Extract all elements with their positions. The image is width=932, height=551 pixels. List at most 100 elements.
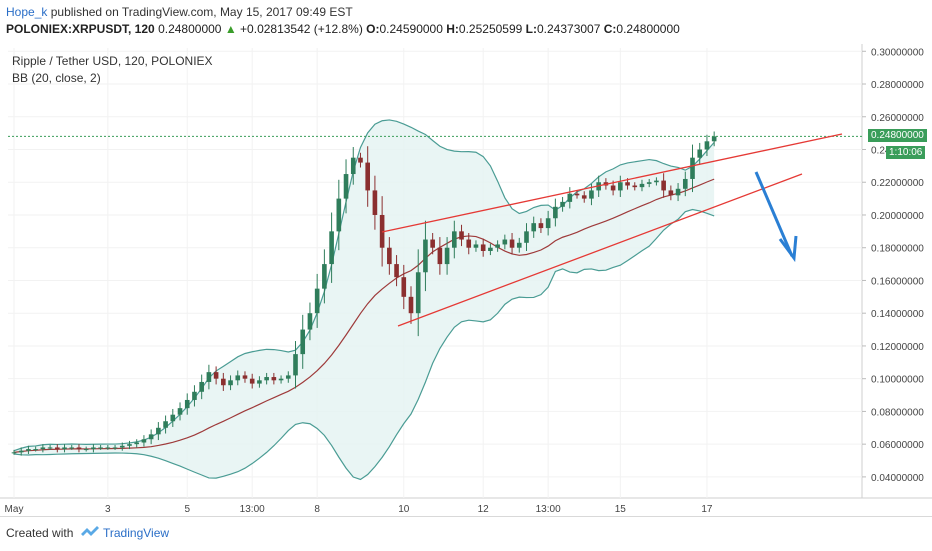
low-label: L: xyxy=(525,22,537,36)
y-tick-label: 0.30000000 xyxy=(871,47,924,58)
trendline-lower xyxy=(397,173,803,327)
candle-body xyxy=(697,149,703,158)
candle-body xyxy=(134,442,140,445)
candle-body xyxy=(560,201,565,207)
x-tick-label: 10 xyxy=(398,504,410,515)
candle-body xyxy=(711,136,717,142)
candle-body xyxy=(148,434,154,440)
x-tick-label: 12 xyxy=(478,504,490,515)
price-chart[interactable]: 0.300000000.280000000.260000000.24000000… xyxy=(0,44,932,516)
candle-body xyxy=(199,381,204,392)
close-label: C: xyxy=(603,22,617,36)
candle-body xyxy=(372,190,378,215)
candle-body xyxy=(509,239,515,248)
candle-body xyxy=(242,375,248,379)
chart-title: Ripple / Tether USD, 120, POLONIEX xyxy=(12,54,213,68)
candle-body xyxy=(163,421,168,428)
candle-body xyxy=(105,447,111,449)
open-label: O: xyxy=(366,22,380,36)
candle-body xyxy=(278,378,284,381)
candle-body xyxy=(437,247,443,265)
candle-body xyxy=(682,178,688,189)
candle-body xyxy=(567,193,573,202)
candle-body xyxy=(228,380,233,386)
candle-body xyxy=(495,244,500,248)
candle-body xyxy=(480,244,486,251)
candle-body xyxy=(264,377,269,381)
candle-body xyxy=(574,193,580,196)
y-tick-label: 0.26000000 xyxy=(871,113,924,124)
arrow-shaft xyxy=(754,171,794,257)
candle-body xyxy=(444,247,450,265)
candle-body xyxy=(394,264,399,278)
tradingview-link[interactable]: TradingView xyxy=(103,526,170,540)
candle-body xyxy=(285,375,291,379)
candle-body xyxy=(668,190,674,196)
candle-body xyxy=(488,247,493,251)
open-value: 0.24590000 xyxy=(379,22,443,36)
candle-body xyxy=(141,439,147,443)
candle-body xyxy=(127,444,132,446)
candle-body xyxy=(83,449,89,451)
candle-body xyxy=(545,218,551,229)
candle-body xyxy=(538,223,544,229)
candle-body xyxy=(365,162,371,191)
publish-info: published on TradingView.com, May 15, 20… xyxy=(50,5,353,19)
candle-body xyxy=(639,183,645,188)
y-tick-label: 0.04000000 xyxy=(871,473,924,484)
candle-body xyxy=(589,190,594,199)
y-tick-label: 0.06000000 xyxy=(871,440,924,451)
candle-body xyxy=(610,185,616,191)
candle-body xyxy=(54,447,60,450)
y-tick-label: 0.08000000 xyxy=(871,407,924,418)
candle-body xyxy=(358,157,363,163)
up-triangle-icon: ▲ xyxy=(224,22,237,36)
candles xyxy=(11,131,717,456)
y-tick-label: 0.16000000 xyxy=(871,276,924,287)
candle-body xyxy=(91,447,96,450)
tradingview-logo-icon xyxy=(81,526,99,536)
candle-body xyxy=(408,296,414,314)
y-tick-label: 0.20000000 xyxy=(871,211,924,222)
last-price: 0.24800000 xyxy=(158,22,222,36)
candle-body xyxy=(473,244,479,248)
author-link[interactable]: Hope_k xyxy=(6,5,48,19)
candle-body xyxy=(675,188,681,196)
candle-body xyxy=(654,180,659,183)
candle-body xyxy=(314,288,320,314)
y-tick-label: 0.28000000 xyxy=(871,80,924,91)
bb-upper xyxy=(13,119,715,452)
candle-body xyxy=(329,231,334,265)
candle-body xyxy=(170,414,176,422)
candle-body xyxy=(213,372,219,379)
candle-body xyxy=(249,378,255,384)
candle-body xyxy=(235,375,241,381)
candle-body xyxy=(625,182,630,186)
candle-body xyxy=(184,399,190,409)
candle-body xyxy=(98,447,103,449)
candle-body xyxy=(33,449,38,451)
candle-body xyxy=(300,329,306,355)
x-tick-label: 13:00 xyxy=(536,504,561,515)
ohlc-line: POLONIEX:XRPUSDT, 120 0.24800000 ▲ +0.02… xyxy=(6,22,680,36)
candle-body xyxy=(553,206,558,219)
candle-body xyxy=(221,378,226,386)
candle-body xyxy=(257,380,262,384)
x-tick-label: 15 xyxy=(615,504,627,515)
indicator-label[interactable]: BB (20, close, 2) xyxy=(12,71,101,85)
candle-body xyxy=(531,223,537,232)
candle-body xyxy=(76,447,82,450)
bollinger-bands xyxy=(13,119,715,481)
drawings xyxy=(8,133,862,327)
candle-body xyxy=(69,447,75,449)
candle-body xyxy=(177,408,183,415)
candle-body xyxy=(516,242,522,248)
x-tick-label: 8 xyxy=(314,504,320,515)
candle-body xyxy=(646,182,652,184)
x-tick-label: 17 xyxy=(701,504,713,515)
candle-body xyxy=(459,231,464,240)
candle-body xyxy=(322,264,327,289)
candle-body xyxy=(581,195,587,199)
footer: Created with TradingView xyxy=(0,516,932,551)
x-tick-label: 13:00 xyxy=(240,504,265,515)
